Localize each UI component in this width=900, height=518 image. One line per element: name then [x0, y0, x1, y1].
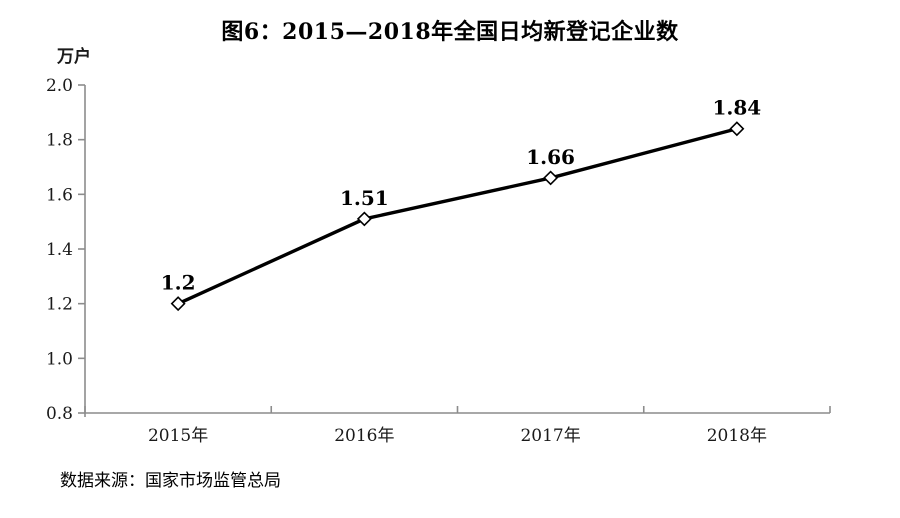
- y-axis-tick-label: 1.4: [46, 240, 73, 260]
- data-point-marker: [356, 211, 372, 227]
- y-axis-tick-label: 1.0: [46, 349, 73, 369]
- y-axis-tick-label: 1.2: [46, 295, 73, 315]
- data-source-note: 数据来源：国家市场监管总局: [60, 471, 281, 491]
- y-axis-tick-label: 2.0: [46, 76, 73, 96]
- y-axis-unit-label: 万户: [57, 47, 91, 67]
- y-axis-tick-label: 1.6: [46, 185, 73, 205]
- data-point-label: 1.84: [713, 96, 762, 120]
- data-point-label: 1.2: [161, 271, 196, 295]
- data-point-marker: [170, 296, 186, 312]
- data-point-marker: [729, 121, 745, 137]
- data-line: [177, 127, 738, 306]
- x-axis-category-label: 2015年: [148, 426, 208, 446]
- data-point-label: 1.51: [340, 186, 389, 210]
- x-axis-category-label: 2016年: [334, 426, 394, 446]
- x-axis-category-label: 2018年: [707, 426, 767, 446]
- x-axis-category-label: 2017年: [520, 426, 580, 446]
- y-axis-tick-label: 1.8: [46, 131, 73, 151]
- data-point-marker: [543, 170, 559, 186]
- y-axis-tick-label: 0.8: [46, 404, 73, 424]
- chart-title: 图6：2015—2018年全国日均新登记企业数: [221, 19, 679, 45]
- data-point-label: 1.66: [526, 145, 575, 169]
